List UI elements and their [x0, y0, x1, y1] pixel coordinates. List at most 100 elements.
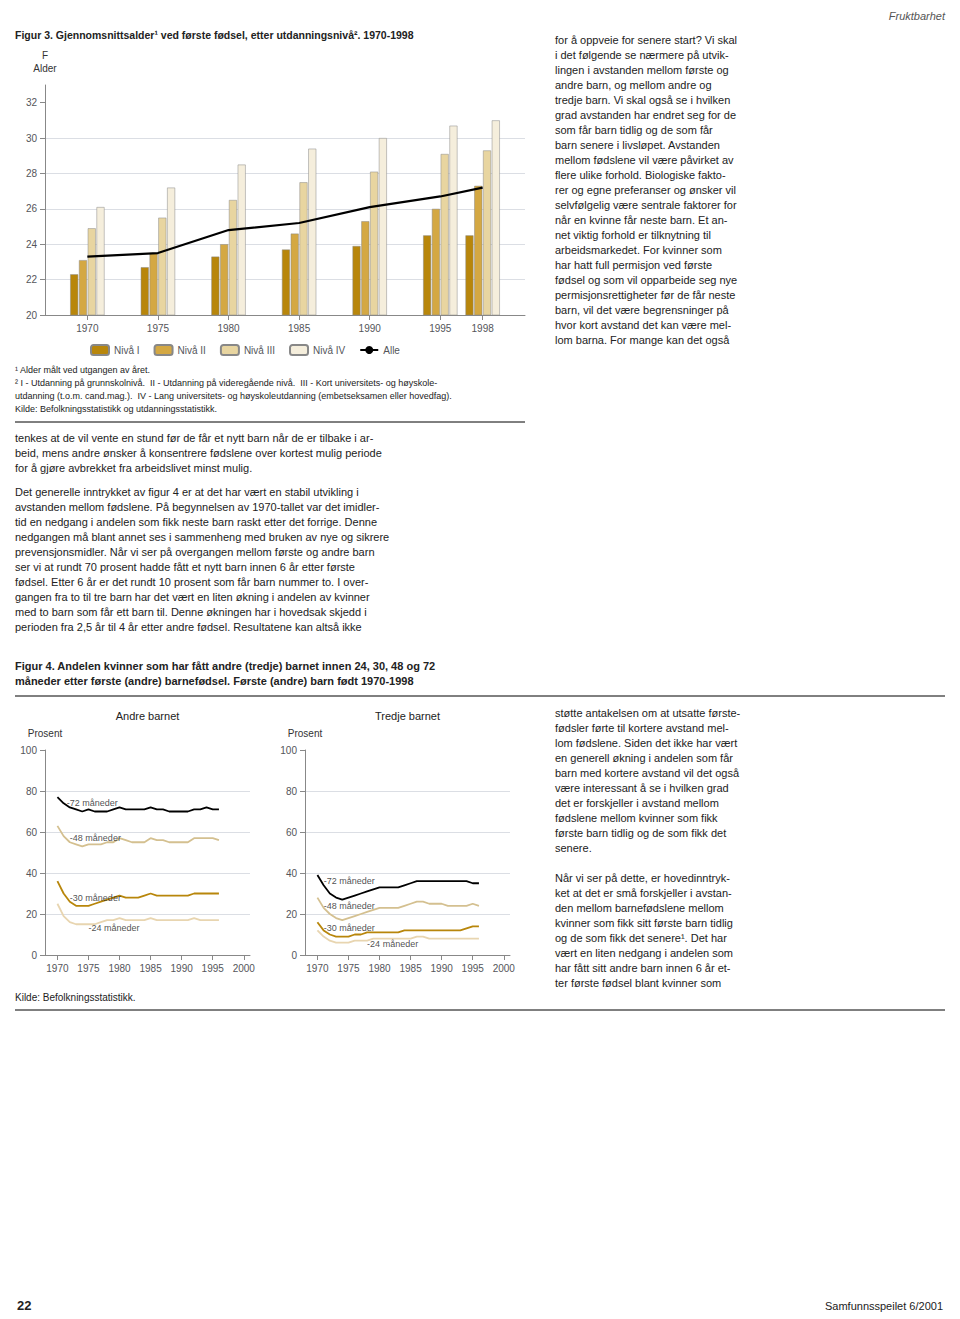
svg-text:² I - Utdanning på grunnskolni: ² I - Utdanning på grunnskolnivå. II - U… — [15, 378, 437, 388]
svg-text:med to barn som får ett barn t: med to barn som får ett barn til. Denne … — [15, 606, 367, 618]
svg-text:60: 60 — [26, 827, 38, 838]
svg-text:for å oppveie for senere start: for å oppveie for senere start? Vi skal — [555, 34, 737, 46]
svg-text:1970: 1970 — [306, 963, 329, 974]
svg-text:Når vi ser på dette, er hovedi: Når vi ser på dette, er hovedinntryk- — [555, 872, 730, 884]
svg-text:-24 måneder: -24 måneder — [367, 939, 418, 949]
svg-text:Det generelle inntrykket av fi: Det generelle inntrykket av figur 4 er a… — [15, 486, 359, 498]
svg-text:avstanden mellom fødslene. På: avstanden mellom fødslene. På begynnelse… — [15, 501, 380, 513]
svg-text:flere ulike forhold. Biologisk: flere ulike forhold. Biologiske fakto- — [555, 169, 726, 181]
svg-text:lom barna. For mange kan det o: lom barna. For mange kan det også — [555, 334, 730, 346]
svg-text:det er forskjeller i avstand m: det er forskjeller i avstand mellom — [555, 797, 719, 809]
svg-text:24: 24 — [26, 239, 38, 250]
svg-text:1995: 1995 — [202, 963, 225, 974]
svg-text:når en kvinne får neste barn.: når en kvinne får neste barn. Et an- — [555, 214, 728, 226]
svg-text:20: 20 — [286, 909, 298, 920]
svg-text:1990: 1990 — [359, 323, 382, 334]
svg-text:F: F — [42, 50, 48, 61]
svg-text:100: 100 — [20, 745, 37, 756]
svg-text:1990: 1990 — [431, 963, 454, 974]
svg-text:32: 32 — [26, 97, 38, 108]
svg-text:som får barn tidlig og de som: som får barn tidlig og de som får — [555, 124, 713, 136]
svg-text:tredje barn. Vi skal også se i: tredje barn. Vi skal også se i hvilken — [555, 94, 730, 106]
svg-text:1995: 1995 — [429, 323, 452, 334]
svg-text:utdanning (t.o.m. cand.mag.).: utdanning (t.o.m. cand.mag.). IV - Lang … — [15, 391, 452, 401]
svg-text:nedgangen må blant annet ses i: nedgangen må blant annet ses i sammenhen… — [15, 531, 389, 543]
svg-text:¹ Alder målt ved utgangen av å: ¹ Alder målt ved utgangen av året. — [15, 365, 150, 375]
svg-text:80: 80 — [26, 786, 38, 797]
svg-text:den mellom barnefødslene mello: den mellom barnefødslene mellom — [555, 902, 724, 914]
svg-text:26: 26 — [26, 203, 38, 214]
svg-text:-30 måneder: -30 måneder — [324, 923, 375, 933]
svg-text:fødsel. Etter 6 år er det rund: fødsel. Etter 6 år er det rundt 10 prose… — [15, 576, 369, 588]
svg-text:tenkes at de vil vente en stun: tenkes at de vil vente en stund før de f… — [15, 432, 374, 444]
svg-text:1975: 1975 — [77, 963, 100, 974]
svg-text:20: 20 — [26, 310, 38, 321]
svg-text:arbeidsmarkedet. For kvinner s: arbeidsmarkedet. For kvinner som — [555, 244, 722, 256]
svg-text:1980: 1980 — [108, 963, 131, 974]
svg-text:net viktig forhold er tilknytn: net viktig forhold er tilknytning til — [555, 229, 711, 241]
svg-text:Kilde: Befolkningsstatistikk o: Kilde: Befolkningsstatistikk og utdannin… — [15, 404, 217, 414]
svg-text:1985: 1985 — [399, 963, 422, 974]
svg-text:gangen fra to til tre barn har: gangen fra to til tre barn har det vært … — [15, 591, 370, 603]
svg-text:1980: 1980 — [217, 323, 240, 334]
svg-text:1985: 1985 — [288, 323, 311, 334]
svg-text:1970: 1970 — [76, 323, 99, 334]
svg-text:100: 100 — [280, 745, 297, 756]
svg-text:ter første fødsel blant kvinne: ter første fødsel blant kvinner som — [555, 977, 721, 989]
svg-text:Figur 3. Gjennomsnittsalder¹ v: Figur 3. Gjennomsnittsalder¹ ved første … — [15, 29, 414, 41]
svg-text:Figur 4. Andelen kvinner som h: Figur 4. Andelen kvinner som har fått an… — [15, 660, 435, 672]
svg-text:1990: 1990 — [171, 963, 194, 974]
svg-text:Samfunnsspeilet 6/2001: Samfunnsspeilet 6/2001 — [825, 1300, 943, 1312]
svg-text:1975: 1975 — [147, 323, 170, 334]
svg-text:Nivå II: Nivå II — [178, 345, 206, 356]
svg-text:Prosent: Prosent — [28, 728, 63, 739]
svg-text:2000: 2000 — [233, 963, 256, 974]
svg-text:måneder etter første (andre) b: måneder etter første (andre) barnefødsel… — [15, 675, 414, 687]
svg-text:grad avstanden har endret seg: grad avstanden har endret seg for de — [555, 109, 736, 121]
svg-text:1980: 1980 — [368, 963, 391, 974]
svg-text:en generell økning i andelen s: en generell økning i andelen som får — [555, 752, 733, 764]
svg-text:senere.: senere. — [555, 842, 592, 854]
svg-text:Alle: Alle — [383, 345, 400, 356]
svg-text:mellom fødslene vil være påvir: mellom fødslene vil være påvirket av — [555, 154, 734, 166]
svg-text:Fruktbarhet: Fruktbarhet — [889, 10, 946, 22]
svg-text:vært en liten nedgang i andele: vært en liten nedgang i andelen som — [555, 947, 733, 959]
svg-text:fødslene mellom kvinner som fi: fødslene mellom kvinner som fikk — [555, 812, 718, 824]
svg-text:-24 måneder: -24 måneder — [88, 923, 139, 933]
svg-text:-72 måneder: -72 måneder — [324, 876, 375, 886]
svg-text:-48 måneder: -48 måneder — [70, 833, 121, 843]
svg-text:tid en nedgang i andelen som f: tid en nedgang i andelen som fikk neste … — [15, 516, 377, 528]
svg-text:støtte antakelsen om at utsatt: støtte antakelsen om at utsatte første- — [555, 707, 741, 719]
svg-text:barn, vil det være begrensning: barn, vil det være begrensninger på — [555, 304, 730, 316]
svg-text:selvfølgelig være sentrale fak: selvfølgelig være sentrale faktorer for — [555, 199, 737, 211]
svg-text:hvor kort avstand det kan være: hvor kort avstand det kan være mel- — [555, 319, 731, 331]
svg-text:40: 40 — [286, 868, 298, 879]
svg-text:-48 måneder: -48 måneder — [324, 901, 375, 911]
svg-text:fødsel og som vil opparbeide s: fødsel og som vil opparbeide seg nye — [555, 274, 737, 286]
svg-text:1998: 1998 — [472, 323, 495, 334]
svg-text:i det følgende se nærmere på u: i det følgende se nærmere på utvik- — [555, 49, 729, 61]
svg-text:1995: 1995 — [462, 963, 485, 974]
svg-text:-30 måneder: -30 måneder — [70, 893, 121, 903]
svg-text:andre barn, og mellom andre og: andre barn, og mellom andre og — [555, 79, 712, 91]
svg-text:ket at det er små forskjeller: ket at det er små forskjeller i avstan- — [555, 887, 732, 899]
svg-text:ser vi at rundt 70 prosent had: ser vi at rundt 70 prosent hadde fått et… — [15, 561, 355, 573]
svg-text:0: 0 — [291, 950, 297, 961]
svg-text:-72 måneder: -72 måneder — [67, 798, 118, 808]
svg-text:har fått sitt andre barn innen: har fått sitt andre barn innen 6 år et- — [555, 962, 731, 974]
svg-text:permisjonsrettigheter før de f: permisjonsrettigheter før de får neste — [555, 289, 735, 301]
svg-text:beid, mens andre ønsker å kons: beid, mens andre ønsker å konsentrere fø… — [15, 447, 382, 459]
svg-text:1975: 1975 — [337, 963, 360, 974]
svg-text:kvinner som fikk sitt første b: kvinner som fikk sitt første barn tidlig — [555, 917, 733, 929]
svg-text:Nivå IV: Nivå IV — [313, 345, 346, 356]
svg-text:20: 20 — [26, 909, 38, 920]
svg-text:barn med kortere avstand vil d: barn med kortere avstand vil det også — [555, 767, 740, 779]
svg-text:Nivå III: Nivå III — [244, 345, 275, 356]
svg-text:prevensjonsmidler. Når vi ser: prevensjonsmidler. Når vi ser på overgan… — [15, 546, 375, 558]
svg-text:Tredje barnet: Tredje barnet — [375, 710, 440, 722]
svg-text:Andre barnet: Andre barnet — [116, 710, 180, 722]
svg-text:og de som fikk det senere¹. De: og de som fikk det senere¹. Det har — [555, 932, 727, 944]
svg-text:har hatt full permisjon ved fø: har hatt full permisjon ved første — [555, 259, 712, 271]
svg-text:Alder: Alder — [33, 63, 57, 74]
svg-text:60: 60 — [286, 827, 298, 838]
